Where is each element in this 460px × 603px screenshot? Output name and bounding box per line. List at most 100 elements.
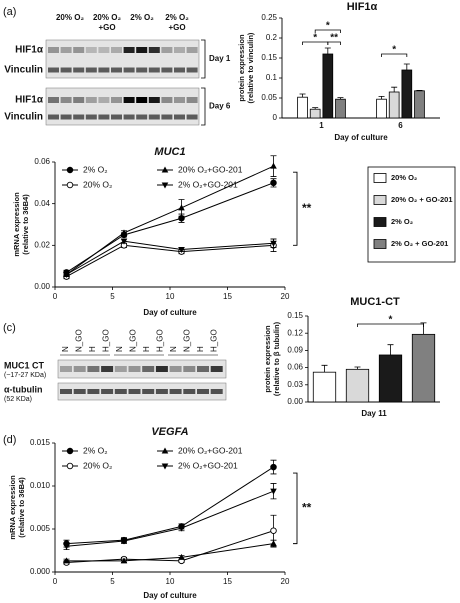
legend-swatch (373, 217, 387, 227)
legend-label: 20% O₂ + GO-201 (391, 195, 453, 204)
blot-band (155, 366, 168, 372)
blot-frame (57, 382, 227, 401)
y-tick-label: 0.09 (287, 346, 303, 355)
bar (297, 96, 308, 119)
blot-lane-label: H (88, 346, 97, 352)
significance-label: ** (302, 501, 312, 515)
chart-title: HIF1α (347, 1, 378, 13)
blot-band (73, 389, 86, 394)
error-bar (321, 364, 328, 373)
blot-band (142, 389, 155, 394)
marker (178, 247, 185, 253)
blot-band (123, 97, 135, 103)
x-tick-label: 20 (281, 292, 290, 301)
y-tick-label: 0.12 (287, 328, 303, 337)
y-tick-label: 0.15 (287, 311, 303, 320)
error-bar (312, 107, 319, 110)
blot-band (210, 366, 223, 372)
blot-band (186, 47, 198, 53)
legend-label: 20% O₂+GO-201 (178, 445, 243, 455)
blot-row-label: Vinculin (4, 65, 43, 76)
marker (66, 462, 74, 470)
blot-lane-label: N_GO (129, 329, 138, 352)
blot-row-label: α-tubulin (4, 384, 43, 394)
blot-column-label: +GO (168, 23, 185, 32)
blot-row-label: Vinculin (4, 112, 43, 123)
blot-band (174, 114, 185, 120)
x-tick-label: 15 (223, 292, 232, 301)
blot-lane-label: H (196, 346, 205, 352)
significance-bracket (327, 41, 341, 45)
blot-band (197, 366, 209, 372)
blot-band (60, 366, 72, 372)
significance-bracket (381, 53, 408, 57)
y-tick-label: 0.06 (287, 363, 303, 372)
marker (66, 166, 74, 174)
marker (63, 272, 70, 278)
panel-label: (a) (3, 6, 16, 18)
blot-band (114, 389, 127, 394)
significance-bracket (314, 29, 341, 33)
significance-label: * (313, 33, 317, 44)
blot-band (148, 97, 160, 103)
blot-band (148, 114, 160, 120)
significance-bracket (357, 323, 424, 327)
y-tick-label: 0.1 (266, 73, 278, 82)
blot-band (111, 67, 122, 73)
y-tick-label: 0.02 (34, 240, 50, 249)
x-tick-label: 10 (166, 577, 175, 586)
blot-band (114, 366, 127, 372)
marker (161, 166, 169, 173)
blot-band (111, 114, 122, 120)
blot-band (73, 366, 86, 372)
blot-band (136, 67, 148, 73)
chart-title: MUC1-CT (350, 296, 400, 308)
x-axis-label: Day of culture (143, 591, 197, 600)
legend-label: 2% O₂+GO-201 (178, 179, 238, 189)
x-tick-label: 0 (53, 577, 58, 586)
blot-band (111, 97, 122, 103)
error-bar (299, 93, 306, 98)
chart-title: MUC1 (154, 146, 185, 158)
blot-band (174, 47, 185, 53)
error-bar (337, 97, 344, 100)
blot-band (142, 366, 155, 372)
marker (161, 182, 169, 189)
error-bar (354, 366, 361, 370)
blot-column-label: 2% O₂ (130, 13, 154, 22)
blot-band (128, 389, 141, 394)
x-tick-label: 5 (110, 292, 115, 301)
marker (178, 204, 185, 211)
marker (270, 240, 277, 247)
x-axis-label: Day of culture (334, 133, 388, 142)
significance-label: * (392, 45, 396, 56)
blot-band (161, 67, 173, 73)
chart-title: VEGFA (151, 426, 188, 438)
blot-band (87, 366, 100, 372)
bar (411, 333, 436, 403)
blot-lane-label: N_GO (183, 329, 192, 352)
marker (120, 557, 128, 564)
blot-band (183, 366, 196, 372)
blot-band (48, 47, 59, 53)
blot-band (60, 389, 72, 394)
marker (66, 181, 74, 189)
blot-band (98, 67, 110, 73)
blot-band (169, 389, 182, 394)
y-axis-label: (relative to β tubulin) (272, 321, 281, 396)
blot-lane-label: N (115, 346, 124, 352)
blot-band (123, 67, 135, 73)
blot-band (148, 47, 160, 53)
blot-lane-label: N_GO (75, 329, 84, 352)
error-bar (391, 86, 398, 92)
y-tick-label: 0.005 (30, 524, 51, 533)
x-tick-label: 0 (53, 292, 58, 301)
blot-band (183, 389, 196, 394)
panel-label: (c) (3, 322, 16, 334)
series-line (66, 466, 274, 545)
blot-band (98, 47, 110, 53)
blot-band (101, 366, 114, 372)
marker (63, 543, 70, 550)
series-line (66, 543, 274, 562)
marker (270, 540, 277, 547)
